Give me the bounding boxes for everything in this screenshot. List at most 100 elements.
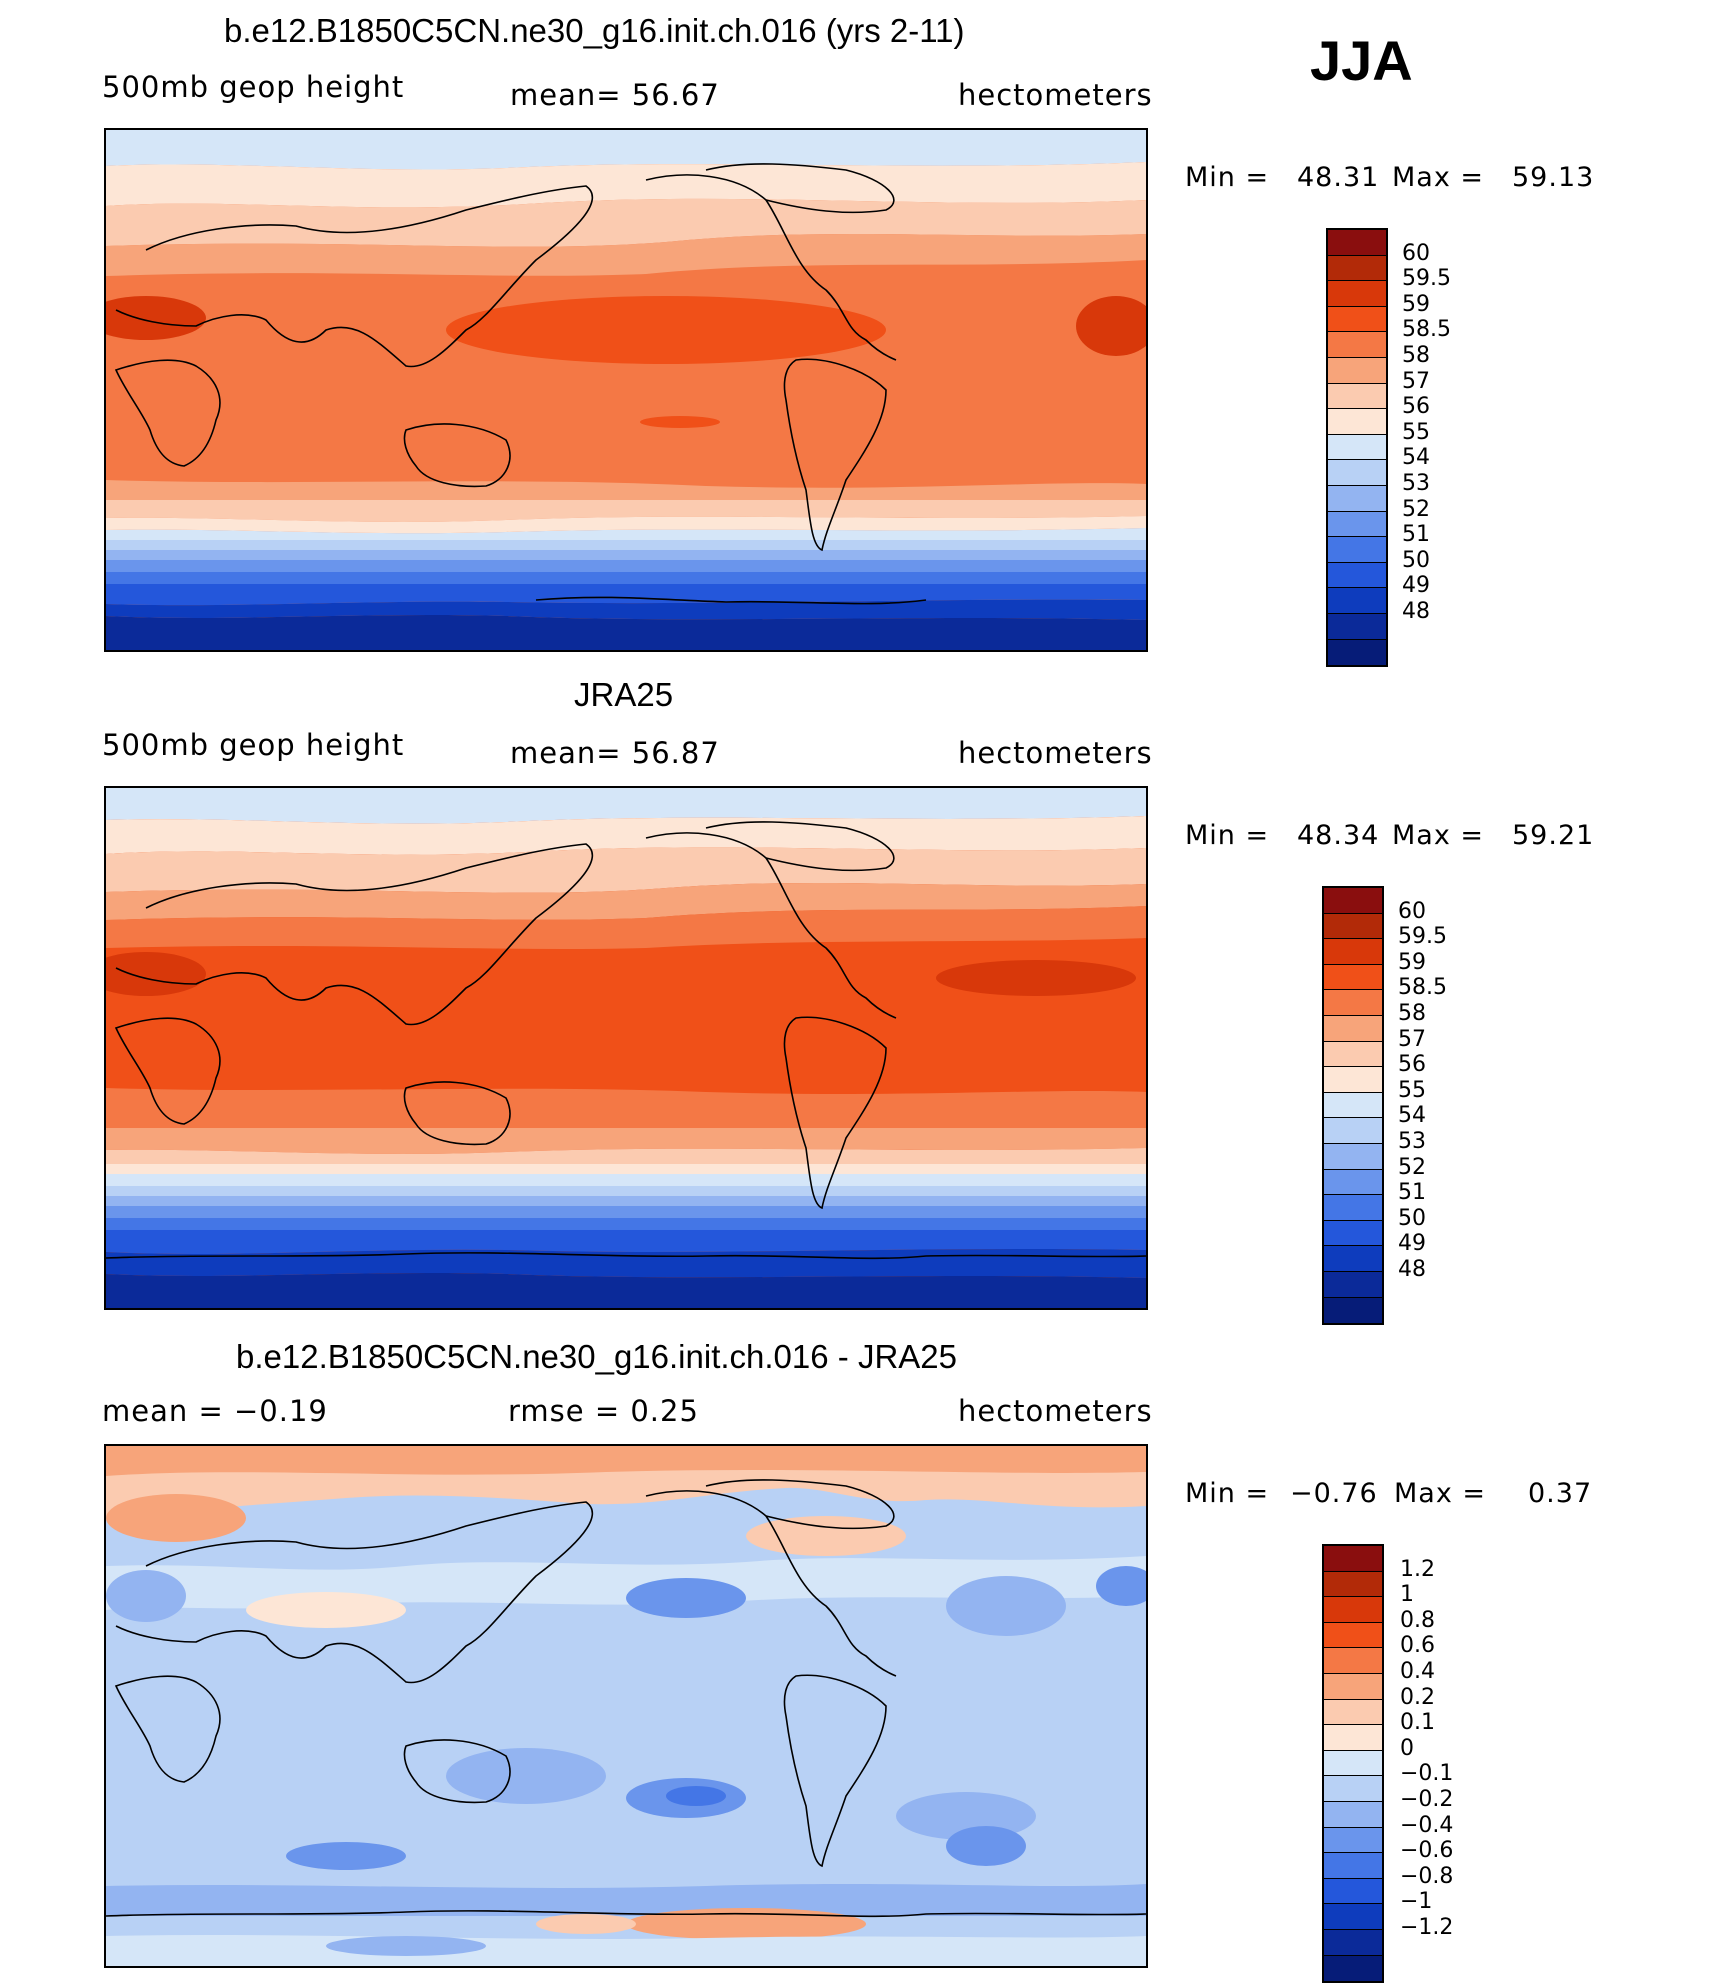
colorbar-tick-label: 50 [1402, 547, 1430, 573]
panel3-min-value: −0.76 [1290, 1478, 1378, 1509]
colorbar-tick-label: 0 [1400, 1735, 1414, 1761]
colorbar-tick-label: 59.5 [1402, 266, 1451, 292]
colorbar-swatch [1328, 639, 1386, 666]
colorbar-swatch [1328, 485, 1386, 512]
panel3-colorbar [1322, 1544, 1384, 1984]
colorbar-swatch [1324, 1195, 1382, 1221]
colorbar-swatch [1328, 409, 1386, 435]
panel2-colorbar [1322, 886, 1384, 1326]
colorbar-swatch [1324, 1648, 1382, 1674]
panel3-title: b.e12.B1850C5CN.ne30_g16.init.ch.016 - J… [236, 1338, 957, 1375]
panel2-max-label: Max = [1392, 820, 1485, 851]
colorbar-swatch [1324, 1169, 1382, 1196]
colorbar-tick-label: 57 [1402, 368, 1430, 394]
colorbar-swatch [1328, 588, 1386, 614]
colorbar-tick-label: −1.2 [1400, 1915, 1454, 1940]
panel1-map-contours [106, 130, 1146, 650]
colorbar-tick-label: 48 [1402, 599, 1430, 624]
colorbar-tick-label: 58.5 [1402, 317, 1451, 343]
colorbar-tick-label: 53 [1398, 1129, 1426, 1154]
colorbar-swatch [1324, 1673, 1382, 1700]
colorbar-swatch [1324, 1246, 1382, 1272]
panel3-rmse-label: rmse = 0.25 [508, 1394, 699, 1428]
colorbar-tick-label: 55 [1398, 1077, 1426, 1103]
panel3-map-contours [106, 1446, 1146, 1966]
colorbar-tick-label: 54 [1398, 1103, 1426, 1129]
colorbar-tick-label: 49 [1398, 1231, 1426, 1257]
colorbar-swatch [1328, 537, 1386, 563]
colorbar-swatch [1324, 1750, 1382, 1777]
colorbar-tick-label: 0.8 [1400, 1607, 1435, 1633]
colorbar-swatch [1324, 939, 1382, 965]
panel1-units-label: hectometers [958, 78, 1153, 112]
panel1-max-value: 59.13 [1512, 162, 1595, 193]
colorbar-tick-label: −0.8 [1400, 1863, 1454, 1889]
colorbar-tick-label: 0.2 [1400, 1684, 1435, 1710]
colorbar-swatch [1324, 1801, 1382, 1828]
colorbar-tick-label: 52 [1402, 496, 1430, 522]
panel2-units-label: hectometers [958, 736, 1153, 770]
colorbar-swatch [1324, 1904, 1382, 1930]
colorbar-tick-label: −0.6 [1400, 1838, 1454, 1864]
colorbar-swatch [1324, 1827, 1382, 1854]
colorbar-swatch [1328, 230, 1386, 256]
colorbar-swatch [1324, 913, 1382, 940]
colorbar-swatch [1324, 1297, 1382, 1324]
colorbar-tick-label: −1 [1400, 1889, 1433, 1915]
panel1-max-label: Max = [1392, 162, 1485, 193]
panel2-title: JRA25 [574, 676, 674, 713]
colorbar-swatch [1324, 1571, 1382, 1598]
colorbar-tick-label: 56 [1402, 394, 1430, 420]
colorbar-tick-label: 54 [1402, 445, 1430, 471]
colorbar-tick-label: 48 [1398, 1257, 1426, 1282]
panel3-max-label: Max = [1394, 1478, 1487, 1509]
panel1-map [104, 128, 1148, 652]
colorbar-tick-label: 51 [1398, 1180, 1426, 1206]
colorbar-tick-label: 59 [1402, 291, 1430, 317]
colorbar-swatch [1324, 1092, 1382, 1119]
season-label: JJA [1310, 29, 1413, 92]
colorbar-tick-label: 49 [1402, 573, 1430, 599]
panel1-min-value: 48.31 [1297, 162, 1380, 193]
colorbar-tick-label: 1 [1400, 1582, 1414, 1608]
colorbar-swatch [1324, 1118, 1382, 1144]
colorbar-tick-label: 53 [1402, 471, 1430, 496]
colorbar-swatch [1324, 1546, 1382, 1572]
colorbar-tick-label: 1.2 [1400, 1556, 1435, 1582]
colorbar-tick-label: 0.4 [1400, 1659, 1435, 1684]
panel2-map-contours [106, 788, 1146, 1308]
colorbar-swatch [1324, 1853, 1382, 1879]
colorbar-tick-label: 59.5 [1398, 924, 1447, 950]
colorbar-swatch [1328, 306, 1386, 333]
colorbar-tick-label: 59 [1398, 949, 1426, 975]
colorbar-swatch [1324, 1143, 1382, 1170]
panel1-min-label: Min = [1185, 162, 1270, 193]
colorbar-tick-label: 58.5 [1398, 975, 1447, 1001]
colorbar-swatch [1324, 1929, 1382, 1956]
colorbar-swatch [1324, 1220, 1382, 1247]
colorbar-swatch [1328, 255, 1386, 282]
colorbar-tick-label: 55 [1402, 419, 1430, 445]
colorbar-tick-label: 52 [1398, 1154, 1426, 1180]
panel2-max-value: 59.21 [1512, 820, 1595, 851]
colorbar-swatch [1328, 613, 1386, 640]
colorbar-swatch [1324, 1041, 1382, 1068]
panel3-units-label: hectometers [958, 1394, 1153, 1428]
panel1-mean-label: mean= 56.67 [510, 78, 720, 112]
colorbar-swatch [1324, 1878, 1382, 1905]
colorbar-tick-label: −0.2 [1400, 1787, 1454, 1812]
panel1-title: b.e12.B1850C5CN.ne30_g16.init.ch.016 (yr… [224, 12, 965, 49]
colorbar-tick-label: 60 [1398, 898, 1426, 924]
colorbar-tick-label: 60 [1402, 240, 1430, 266]
colorbar-swatch [1324, 964, 1382, 991]
panel2-variable-label: 500mb geop height [102, 728, 405, 762]
colorbar-tick-label: 57 [1398, 1026, 1426, 1052]
panel1-variable-label: 500mb geop height [102, 70, 405, 104]
colorbar-swatch [1324, 1067, 1382, 1093]
colorbar-swatch [1324, 1955, 1382, 1982]
colorbar-swatch [1328, 357, 1386, 384]
colorbar-swatch [1324, 1725, 1382, 1751]
colorbar-tick-label: 58 [1402, 343, 1430, 368]
colorbar-swatch [1324, 1622, 1382, 1649]
colorbar-swatch [1324, 1776, 1382, 1802]
